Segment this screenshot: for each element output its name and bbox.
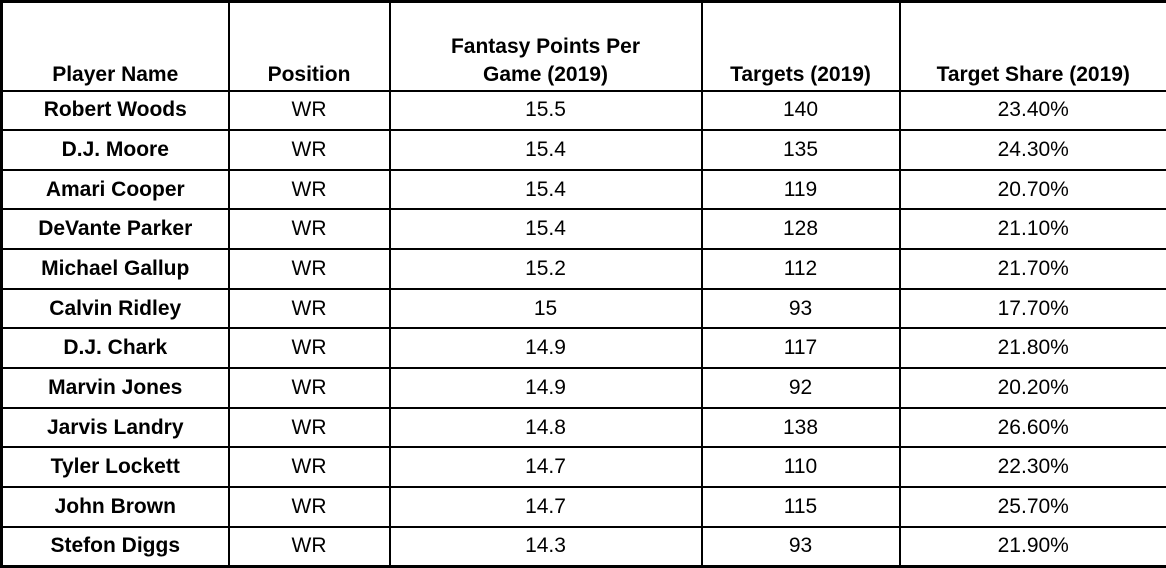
fantasy-points-per-game-cell: 14.9	[388, 367, 703, 409]
targets-cell: 112	[700, 248, 901, 290]
column-header-targets: Targets (2019)	[700, 0, 901, 92]
player-name-cell: John Brown	[0, 486, 230, 528]
column-header-player-name: Player Name	[0, 0, 230, 92]
fantasy-points-per-game-cell: 15.5	[388, 89, 703, 132]
target-share-cell: 26.60%	[898, 406, 1166, 449]
position-cell: WR	[227, 525, 391, 568]
targets-cell: 110	[700, 446, 901, 489]
player-name-cell: DeVante Parker	[0, 208, 230, 251]
table-body: Robert Woods WR 15.5 140 23.40% D.J. Moo…	[0, 89, 1166, 568]
header-row: Player Name Position Fantasy Points Per …	[0, 0, 1166, 92]
table-row: D.J. Chark WR 14.9 117 21.80%	[0, 327, 1166, 370]
position-cell: WR	[227, 327, 391, 370]
targets-cell: 140	[700, 89, 901, 132]
fantasy-points-per-game-cell: 15.4	[388, 129, 703, 171]
target-share-cell: 20.20%	[898, 367, 1166, 409]
position-cell: WR	[227, 248, 391, 290]
targets-cell: 135	[700, 129, 901, 171]
column-header-label: Position	[267, 63, 351, 87]
player-name-cell: D.J. Moore	[0, 129, 230, 171]
position-cell: WR	[227, 406, 391, 449]
targets-cell: 93	[700, 287, 901, 330]
position-cell: WR	[227, 168, 391, 211]
table-row: Michael Gallup WR 15.2 112 21.70%	[0, 248, 1166, 290]
fantasy-points-per-game-cell: 14.3	[388, 525, 703, 568]
table-row: D.J. Moore WR 15.4 135 24.30%	[0, 129, 1166, 171]
targets-cell: 92	[700, 367, 901, 409]
column-header-target-share: Target Share (2019)	[898, 0, 1166, 92]
targets-cell: 119	[700, 168, 901, 211]
column-header-label: Targets (2019)	[730, 63, 871, 87]
column-header-label-line1: Fantasy Points Per	[450, 34, 641, 58]
position-cell: WR	[227, 287, 391, 330]
table-row: Stefon Diggs WR 14.3 93 21.90%	[0, 525, 1166, 568]
position-cell: WR	[227, 208, 391, 251]
fantasy-points-per-game-cell: 15.2	[388, 248, 703, 290]
table-row: Tyler Lockett WR 14.7 110 22.30%	[0, 446, 1166, 489]
player-name-cell: Amari Cooper	[0, 168, 230, 211]
target-share-cell: 25.70%	[898, 486, 1166, 528]
table-row: Jarvis Landry WR 14.8 138 26.60%	[0, 406, 1166, 449]
fantasy-points-per-game-cell: 15.4	[388, 208, 703, 251]
target-share-cell: 23.40%	[898, 89, 1166, 132]
player-name-cell: Tyler Lockett	[0, 446, 230, 489]
target-share-cell: 21.10%	[898, 208, 1166, 251]
position-cell: WR	[227, 367, 391, 409]
column-header-fantasy-points-per-game: Fantasy Points Per Game (2019)	[388, 0, 703, 92]
fantasy-points-per-game-cell: 14.8	[388, 406, 703, 449]
target-share-cell: 21.80%	[898, 327, 1166, 370]
position-cell: WR	[227, 486, 391, 528]
target-share-cell: 24.30%	[898, 129, 1166, 171]
targets-cell: 115	[700, 486, 901, 528]
targets-cell: 138	[700, 406, 901, 449]
target-share-cell: 20.70%	[898, 168, 1166, 211]
fantasy-points-per-game-cell: 14.7	[388, 486, 703, 528]
target-share-cell: 17.70%	[898, 287, 1166, 330]
table-row: Calvin Ridley WR 15 93 17.70%	[0, 287, 1166, 330]
player-name-cell: Jarvis Landry	[0, 406, 230, 449]
position-cell: WR	[227, 446, 391, 489]
position-cell: WR	[227, 89, 391, 132]
player-name-cell: D.J. Chark	[0, 327, 230, 370]
column-header-position: Position	[227, 0, 391, 92]
table-row: Marvin Jones WR 14.9 92 20.20%	[0, 367, 1166, 409]
table-row: DeVante Parker WR 15.4 128 21.10%	[0, 208, 1166, 251]
player-name-cell: Michael Gallup	[0, 248, 230, 290]
fantasy-points-per-game-cell: 14.7	[388, 446, 703, 489]
column-header-label: Player Name	[52, 63, 179, 87]
fantasy-points-per-game-cell: 15	[388, 287, 703, 330]
position-cell: WR	[227, 129, 391, 171]
target-share-cell: 21.90%	[898, 525, 1166, 568]
player-name-cell: Calvin Ridley	[0, 287, 230, 330]
target-share-cell: 21.70%	[898, 248, 1166, 290]
table-row: Amari Cooper WR 15.4 119 20.70%	[0, 168, 1166, 211]
targets-cell: 93	[700, 525, 901, 568]
table-row: Robert Woods WR 15.5 140 23.40%	[0, 89, 1166, 132]
targets-cell: 117	[700, 327, 901, 370]
column-header-label: Target Share (2019)	[936, 63, 1130, 87]
player-name-cell: Marvin Jones	[0, 367, 230, 409]
target-share-cell: 22.30%	[898, 446, 1166, 489]
fantasy-points-per-game-cell: 15.4	[388, 168, 703, 211]
column-header-label-line2: Game (2019)	[483, 63, 608, 87]
fantasy-points-per-game-cell: 14.9	[388, 327, 703, 370]
table-row: John Brown WR 14.7 115 25.70%	[0, 486, 1166, 528]
targets-cell: 128	[700, 208, 901, 251]
player-name-cell: Robert Woods	[0, 89, 230, 132]
player-name-cell: Stefon Diggs	[0, 525, 230, 568]
